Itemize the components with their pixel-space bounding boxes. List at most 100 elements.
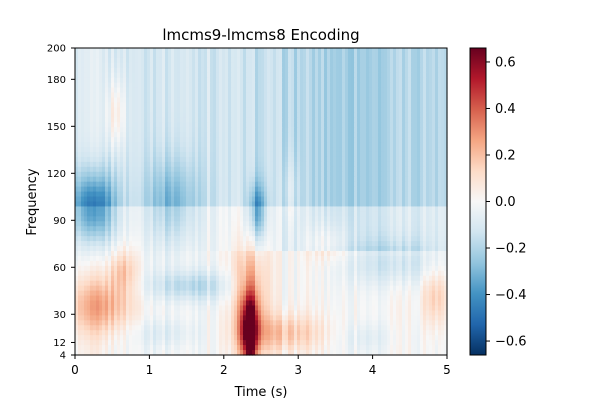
- heatmap-cell: [195, 52, 199, 59]
- heatmap-cell: [426, 62, 430, 69]
- heatmap-cell: [312, 236, 316, 242]
- heatmap-cell: [207, 166, 211, 173]
- heatmap-cell: [210, 186, 214, 193]
- heatmap-cell: [123, 221, 127, 227]
- heatmap-cell: [180, 92, 184, 99]
- heatmap-cell: [129, 201, 133, 208]
- heatmap-cell: [270, 137, 274, 143]
- heatmap-cell: [204, 107, 208, 113]
- heatmap-cell: [207, 127, 211, 133]
- heatmap-cell: [195, 57, 199, 64]
- heatmap-cell: [324, 156, 328, 163]
- heatmap-cell: [399, 62, 403, 69]
- heatmap-cell: [321, 206, 325, 212]
- heatmap-cell: [180, 142, 184, 148]
- heatmap-cell: [402, 127, 406, 133]
- heatmap-cell: [99, 231, 103, 237]
- heatmap-cell: [129, 77, 133, 84]
- heatmap-cell: [360, 97, 364, 104]
- heatmap-cell: [174, 176, 178, 183]
- heatmap-cell: [408, 92, 412, 99]
- heatmap-cell: [306, 132, 310, 138]
- heatmap-cell: [186, 122, 190, 128]
- heatmap-cell: [384, 97, 388, 104]
- heatmap-cell: [411, 137, 415, 143]
- heatmap-cell: [189, 236, 193, 242]
- heatmap-cell: [240, 82, 244, 89]
- heatmap-cell: [222, 176, 226, 183]
- heatmap-cell: [270, 186, 274, 193]
- heatmap-cell: [207, 132, 211, 138]
- heatmap-cell: [150, 127, 154, 133]
- heatmap-cell: [240, 161, 244, 168]
- heatmap-cell: [117, 201, 121, 208]
- heatmap-cell: [150, 142, 154, 148]
- heatmap-cell: [330, 82, 334, 89]
- heatmap-cell: [207, 196, 211, 203]
- heatmap-cell: [249, 52, 253, 59]
- heatmap-cell: [225, 87, 229, 94]
- heatmap-cell: [252, 52, 256, 59]
- heatmap-cell: [384, 52, 388, 59]
- heatmap-cell: [414, 62, 418, 69]
- heatmap-cell: [84, 171, 88, 178]
- heatmap-cell: [429, 57, 433, 64]
- heatmap-cell: [237, 216, 241, 222]
- heatmap-cell: [321, 171, 325, 178]
- heatmap-cell: [84, 67, 88, 74]
- heatmap-cell: [342, 77, 346, 84]
- heatmap-cell: [387, 67, 391, 74]
- heatmap-cell: [342, 161, 346, 168]
- heatmap-cell: [321, 92, 325, 99]
- heatmap-cell: [234, 57, 238, 64]
- heatmap-cell: [75, 97, 79, 104]
- heatmap-cell: [231, 107, 235, 113]
- heatmap-cell: [282, 87, 286, 94]
- heatmap-cell: [141, 186, 145, 193]
- heatmap-cell: [189, 62, 193, 69]
- heatmap-cell: [183, 166, 187, 173]
- heatmap-cell: [243, 171, 247, 178]
- heatmap-cell: [159, 62, 163, 69]
- heatmap-cell: [441, 206, 445, 212]
- heatmap-cell: [219, 231, 223, 237]
- heatmap-cell: [204, 211, 208, 217]
- heatmap-cell: [87, 147, 91, 153]
- heatmap-cell: [216, 72, 220, 79]
- heatmap-cell: [159, 176, 163, 183]
- heatmap-cell: [405, 62, 409, 69]
- heatmap-cell: [114, 122, 118, 128]
- heatmap-cell: [87, 216, 91, 222]
- heatmap-cell: [438, 77, 442, 84]
- heatmap-cell: [399, 77, 403, 84]
- heatmap-cell: [114, 62, 118, 69]
- heatmap-cell: [291, 62, 295, 69]
- heatmap-cell: [408, 147, 412, 153]
- heatmap-cell: [351, 48, 355, 54]
- heatmap-cell: [213, 62, 217, 69]
- heatmap-cell: [225, 92, 229, 99]
- heatmap-cell: [282, 97, 286, 104]
- heatmap-cell: [414, 181, 418, 188]
- heatmap-cell: [240, 181, 244, 188]
- heatmap-cell: [294, 166, 298, 173]
- heatmap-cell: [378, 176, 382, 183]
- heatmap-cell: [291, 67, 295, 74]
- heatmap-cell: [342, 186, 346, 193]
- heatmap-cell: [312, 57, 316, 64]
- heatmap-cell: [294, 196, 298, 203]
- heatmap-cell: [438, 92, 442, 99]
- heatmap-cell: [318, 211, 322, 217]
- heatmap-cell: [312, 226, 316, 232]
- heatmap-cell: [192, 156, 196, 163]
- heatmap-cell: [78, 67, 82, 74]
- heatmap-cell: [444, 107, 448, 113]
- heatmap-cell: [408, 102, 412, 109]
- heatmap-cell: [93, 82, 97, 89]
- heatmap-cell: [276, 112, 280, 118]
- heatmap-cell: [99, 122, 103, 128]
- heatmap-cell: [189, 226, 193, 232]
- heatmap-cell: [375, 151, 379, 158]
- heatmap-cell: [207, 97, 211, 104]
